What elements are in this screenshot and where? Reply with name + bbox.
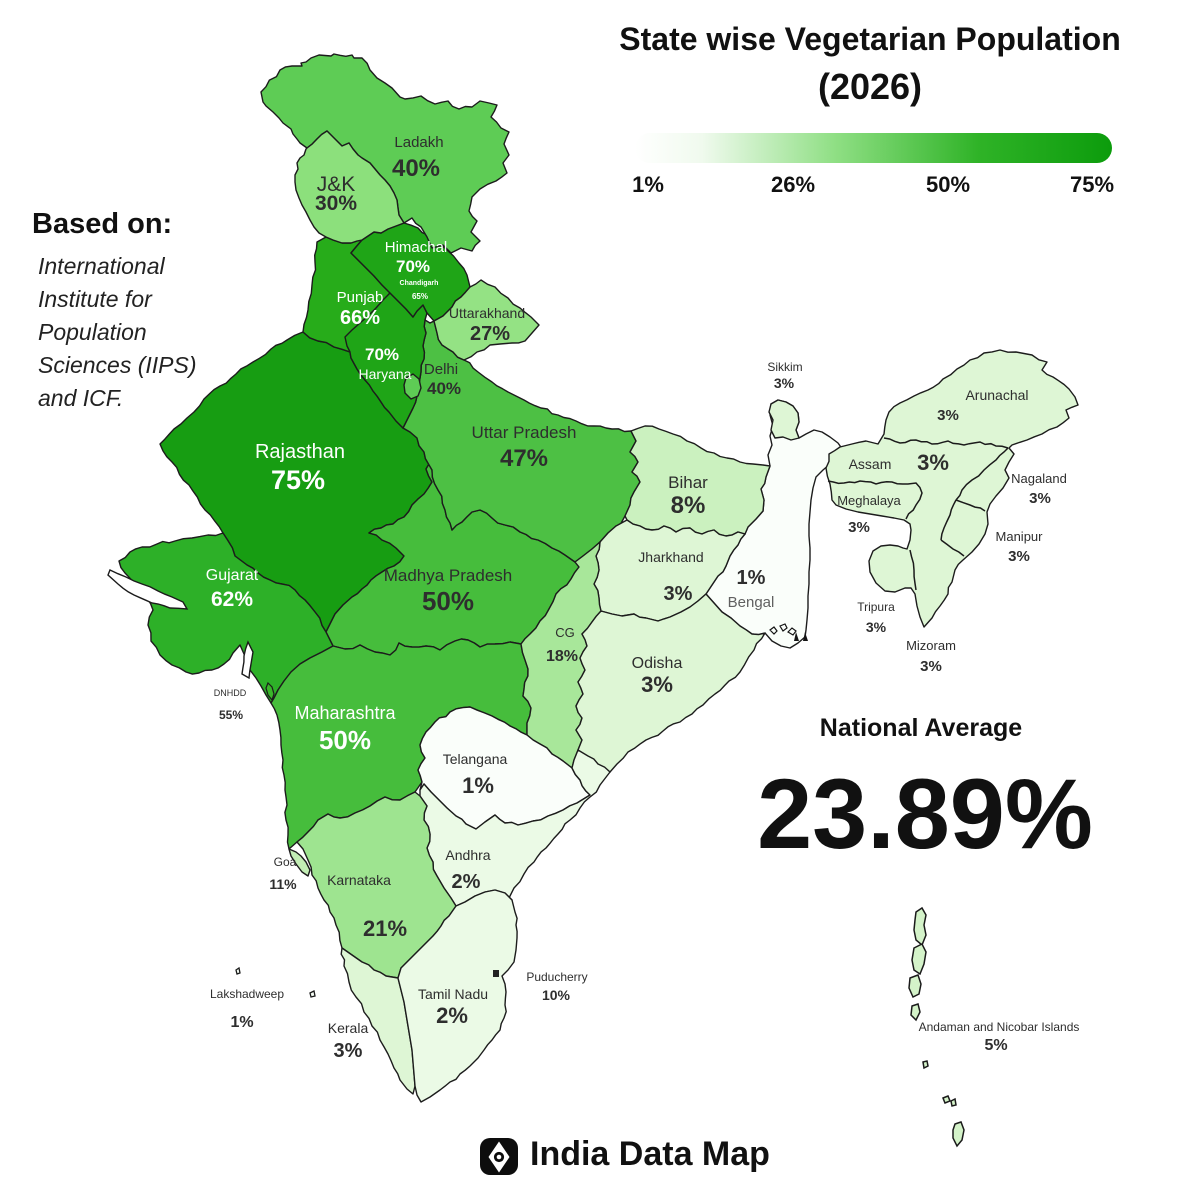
svg-text:27%: 27% xyxy=(470,323,510,345)
svg-text:3%: 3% xyxy=(1029,490,1051,507)
svg-text:Andhra: Andhra xyxy=(445,847,490,863)
svg-text:1%: 1% xyxy=(462,773,494,798)
svg-text:Telangana: Telangana xyxy=(443,751,508,767)
svg-text:Himachal: Himachal xyxy=(385,239,448,256)
svg-text:Assam: Assam xyxy=(849,456,892,472)
svg-text:Puducherry: Puducherry xyxy=(526,970,587,984)
svg-text:Maharashtra: Maharashtra xyxy=(294,703,396,723)
svg-text:66%: 66% xyxy=(340,307,380,329)
svg-text:Tamil Nadu: Tamil Nadu xyxy=(418,986,488,1002)
svg-text:40%: 40% xyxy=(392,155,440,182)
svg-text:18%: 18% xyxy=(546,648,578,665)
svg-text:Chandigarh: Chandigarh xyxy=(400,280,439,287)
svg-text:Nagaland: Nagaland xyxy=(1011,471,1067,486)
svg-text:8%: 8% xyxy=(671,492,706,519)
svg-text:3%: 3% xyxy=(920,658,942,675)
svg-text:1%: 1% xyxy=(737,567,766,589)
svg-text:Odisha: Odisha xyxy=(632,655,683,672)
svg-text:3%: 3% xyxy=(917,450,949,475)
svg-text:Bengal: Bengal xyxy=(728,594,775,611)
svg-text:Rajasthan: Rajasthan xyxy=(255,441,345,463)
svg-text:CG: CG xyxy=(555,625,575,640)
svg-text:Kerala: Kerala xyxy=(328,1020,369,1036)
svg-text:Jharkhand: Jharkhand xyxy=(638,549,703,565)
svg-text:75%: 75% xyxy=(271,465,325,495)
svg-text:Arunachal: Arunachal xyxy=(965,387,1028,403)
svg-text:Tripura: Tripura xyxy=(857,600,895,614)
svg-text:Uttar Pradesh: Uttar Pradesh xyxy=(472,423,577,442)
svg-text:Meghalaya: Meghalaya xyxy=(837,493,901,508)
svg-text:40%: 40% xyxy=(427,379,461,398)
svg-text:3%: 3% xyxy=(774,375,795,391)
svg-text:3%: 3% xyxy=(937,407,959,424)
svg-text:Manipur: Manipur xyxy=(996,529,1044,544)
svg-text:Bihar: Bihar xyxy=(668,473,708,492)
svg-text:Madhya Pradesh: Madhya Pradesh xyxy=(384,566,513,585)
svg-text:Goa: Goa xyxy=(274,855,297,869)
svg-text:62%: 62% xyxy=(211,588,253,611)
svg-text:3%: 3% xyxy=(1008,548,1030,565)
svg-text:Mizoram: Mizoram xyxy=(906,638,956,653)
svg-text:30%: 30% xyxy=(315,192,357,215)
svg-text:J&K: J&K xyxy=(317,173,356,196)
svg-text:5%: 5% xyxy=(984,1037,1007,1054)
svg-text:55%: 55% xyxy=(219,708,243,722)
svg-text:Gujarat: Gujarat xyxy=(206,567,259,584)
svg-text:3%: 3% xyxy=(334,1040,363,1062)
svg-text:Uttarakhand: Uttarakhand xyxy=(449,305,525,321)
svg-text:47%: 47% xyxy=(500,445,548,472)
svg-text:Punjab: Punjab xyxy=(337,289,384,306)
svg-text:DNHDD: DNHDD xyxy=(214,688,247,698)
svg-text:Lakshadweep: Lakshadweep xyxy=(210,987,284,1001)
svg-text:Andaman and Nicobar Islands: Andaman and Nicobar Islands xyxy=(919,1020,1080,1034)
svg-text:50%: 50% xyxy=(422,586,474,616)
svg-text:50%: 50% xyxy=(319,725,371,755)
svg-text:2%: 2% xyxy=(452,871,481,893)
svg-text:Delhi: Delhi xyxy=(424,361,458,378)
svg-text:3%: 3% xyxy=(664,583,693,605)
svg-text:1%: 1% xyxy=(230,1014,253,1031)
svg-text:Haryana: Haryana xyxy=(359,366,412,382)
svg-text:65%: 65% xyxy=(412,292,428,301)
svg-text:2%: 2% xyxy=(436,1003,468,1028)
svg-text:Ladakh: Ladakh xyxy=(394,134,443,151)
svg-text:70%: 70% xyxy=(365,345,399,364)
svg-text:10%: 10% xyxy=(542,987,571,1003)
svg-text:70%: 70% xyxy=(396,257,430,276)
svg-text:3%: 3% xyxy=(641,672,673,697)
svg-text:21%: 21% xyxy=(363,916,407,941)
svg-text:Sikkim: Sikkim xyxy=(767,360,802,374)
svg-text:3%: 3% xyxy=(848,519,870,536)
svg-text:Karnataka: Karnataka xyxy=(327,872,391,888)
svg-text:11%: 11% xyxy=(269,876,297,892)
svg-text:3%: 3% xyxy=(866,619,887,635)
